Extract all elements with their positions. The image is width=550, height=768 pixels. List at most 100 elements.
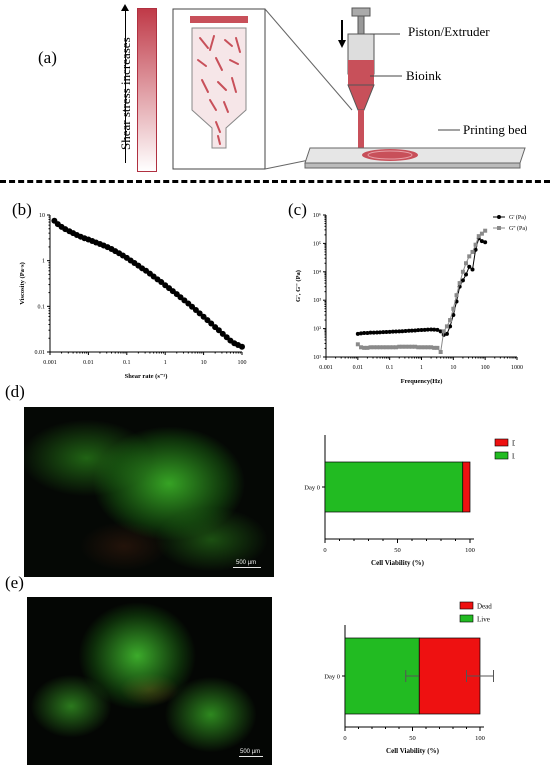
data-point: [429, 327, 434, 332]
data-point: [413, 344, 418, 349]
data-point: [419, 345, 424, 350]
data-point: [464, 261, 469, 266]
data-point: [432, 327, 437, 332]
data-point: [384, 329, 389, 334]
data-point: [429, 345, 434, 350]
data-point: [476, 234, 481, 239]
data-point: [390, 345, 395, 350]
data-point: [365, 330, 370, 335]
y-tick-label: 10: [39, 213, 45, 219]
data-point: [419, 328, 424, 333]
data-point: [381, 345, 386, 350]
data-point: [204, 317, 211, 324]
data-point: [371, 330, 376, 335]
data-point: [393, 345, 398, 350]
x-tick-label: 0: [343, 735, 346, 742]
data-point: [425, 345, 430, 350]
legend-swatch: [494, 438, 509, 447]
x-axis-title: Shear rate (s⁻¹): [125, 373, 168, 380]
data-point: [196, 310, 203, 317]
legend-marker: [497, 215, 501, 219]
x-tick-label: 1: [420, 365, 423, 371]
data-point: [219, 330, 226, 337]
data-point: [400, 344, 405, 349]
x-tick-label: 1: [164, 360, 167, 366]
shear-arrow: [125, 8, 126, 163]
viability-chart-e: 0 50 100 Cell Viability (%) Day 0 Dead Live: [324, 601, 494, 755]
x-axis-title: Cell Viability (%): [371, 559, 425, 567]
piston-label: Piston/Extruder: [408, 24, 490, 39]
data-point: [406, 328, 411, 333]
bar-dead: [462, 461, 471, 513]
scale-bar-d: [233, 567, 261, 568]
data-point: [397, 344, 402, 349]
data-point: [438, 349, 443, 354]
data-point: [457, 281, 462, 286]
x-tick-label: 100: [481, 365, 490, 371]
data-point: [441, 329, 446, 334]
data-point: [400, 329, 405, 334]
y-tick-label: 10⁴: [313, 270, 321, 276]
panel-label-d: (d): [5, 382, 25, 401]
data-point: [365, 345, 370, 350]
x-tick-label: 10: [450, 365, 456, 371]
x-tick-label: 100: [475, 735, 485, 742]
panel-label-e: (e): [5, 573, 24, 592]
data-point: [403, 329, 408, 334]
legend-label: Live: [477, 616, 490, 624]
y-tick-label: Day 0: [324, 674, 340, 681]
x-axis-title: Cell Viability (%): [386, 747, 440, 755]
viscosity-chart: 0.001 0.01 0.1 1 10 100 0.01 0.1 1 10 Shear rate (…: [19, 213, 247, 380]
data-point: [479, 239, 484, 244]
data-point: [413, 328, 418, 333]
y-tick-label: 10⁶: [313, 213, 321, 219]
data-point: [416, 328, 421, 333]
data-point: [368, 330, 373, 335]
data-point: [381, 330, 386, 335]
printing-bed-label: Printing bed: [463, 122, 527, 137]
data-point: [473, 242, 478, 247]
data-point: [239, 343, 245, 350]
panel-label-a: (a): [38, 48, 57, 67]
bioink-label: Bioink: [406, 68, 442, 83]
x-axis-title: Frequency(Hz): [401, 378, 443, 385]
panel-label-c: (c): [288, 200, 307, 219]
legend-label: G'' (Pa): [509, 225, 527, 232]
data-point: [371, 345, 376, 350]
legend-label: Live: [512, 453, 515, 461]
data-point: [454, 293, 459, 298]
legend-marker: [497, 226, 501, 230]
data-point: [438, 329, 443, 334]
x-tick-label: 100: [465, 547, 475, 554]
x-tick-label: 0.001: [43, 360, 57, 366]
viability-chart-d: 0 50 100 Cell Viability (%) Day 0 Dead Live: [304, 435, 515, 567]
y-tick-label: 1: [42, 259, 45, 265]
y-tick-label: 10³: [313, 298, 321, 304]
x-tick-label: 50: [394, 547, 401, 554]
data-point: [359, 345, 364, 350]
data-point: [448, 318, 453, 323]
x-tick-label: 0.01: [353, 365, 364, 371]
data-point: [460, 269, 465, 274]
data-point: [378, 330, 383, 335]
micrograph-d: 500 µm: [24, 407, 274, 577]
data-point: [393, 329, 398, 334]
data-point: [409, 328, 414, 333]
legend-label: Dead: [512, 440, 515, 448]
data-point: [406, 344, 411, 349]
data-point: [390, 329, 395, 334]
y-tick-label: 10²: [313, 327, 321, 333]
x-tick-label: 100: [238, 360, 247, 366]
data-point: [378, 345, 383, 350]
data-point: [467, 264, 472, 269]
data-point: [362, 345, 367, 350]
shear-arrow-head: [121, 4, 129, 11]
x-tick-label: 1000: [511, 365, 523, 371]
scale-text-d: 500 µm: [236, 560, 257, 566]
data-point: [467, 254, 472, 259]
data-point: [409, 344, 414, 349]
series-line: [357, 237, 486, 336]
data-point: [432, 345, 437, 350]
data-point: [444, 331, 449, 336]
data-point: [425, 327, 430, 332]
